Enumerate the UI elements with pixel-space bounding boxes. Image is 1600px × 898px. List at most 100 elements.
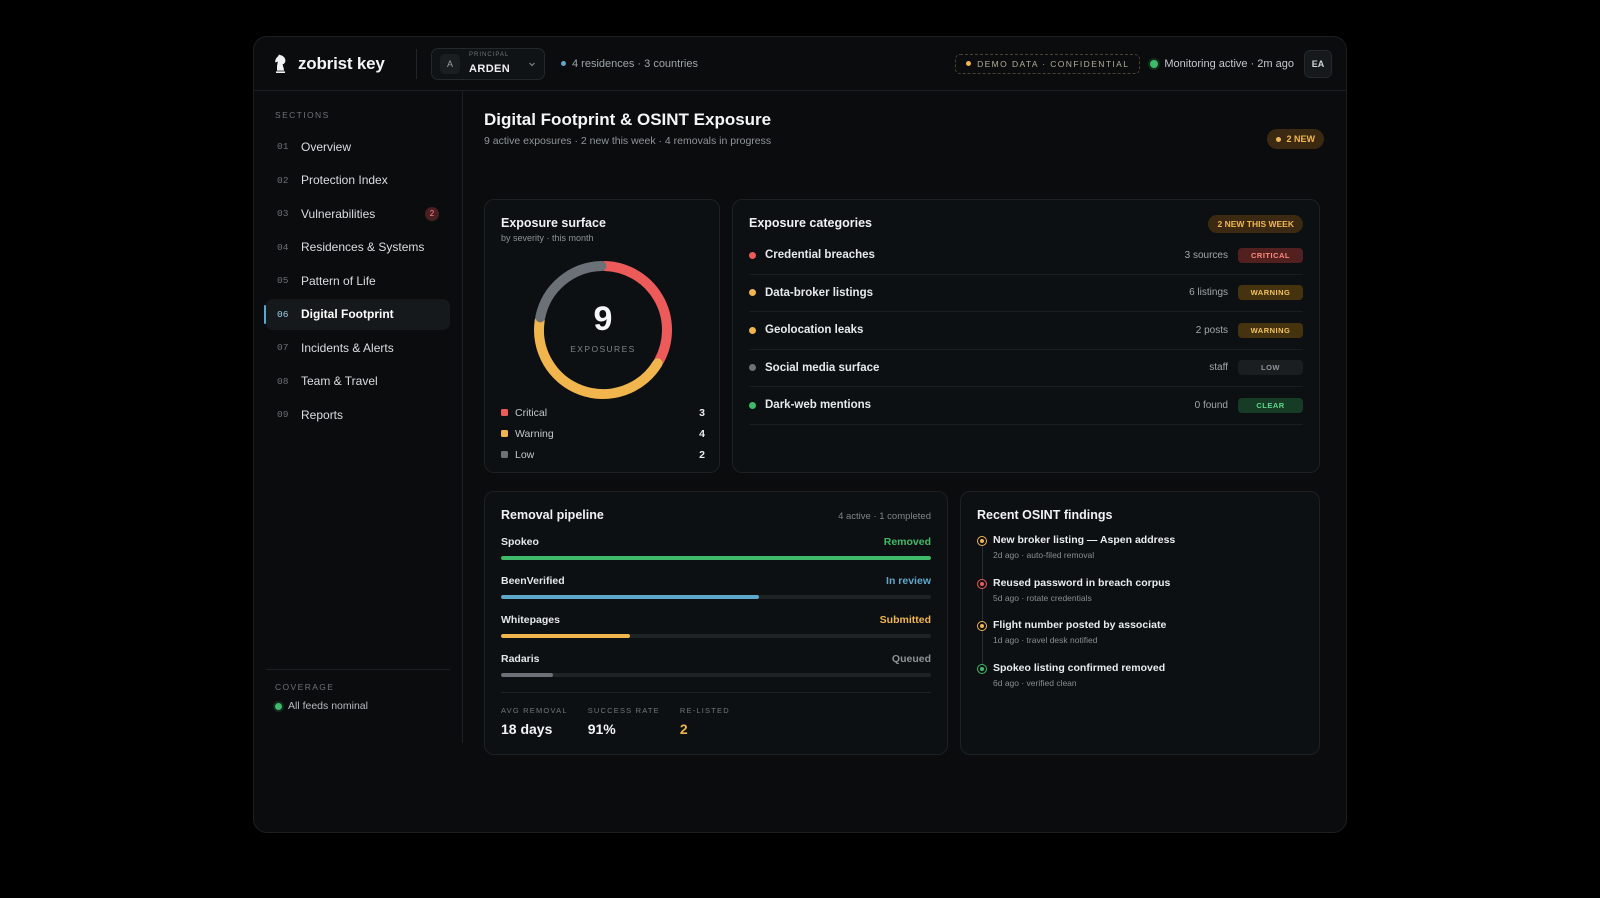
- removal-pipeline-meta: 4 active · 1 completed: [838, 511, 931, 522]
- pipeline-row-spokeo[interactable]: Spokeo Removed: [501, 536, 931, 575]
- sidebar-item-reports[interactable]: 09 Reports: [266, 399, 450, 430]
- progress-track: [501, 634, 931, 638]
- timeline-marker: [977, 578, 987, 589]
- pipeline-stats: AVG REMOVAL 18 days SUCCESS RATE 91% RE-…: [501, 706, 750, 737]
- main-content: Digital Footprint & OSINT Exposure 9 act…: [463, 91, 1346, 832]
- header-right: DEMO DATA · CONFIDENTIAL Monitoring acti…: [955, 49, 1332, 78]
- pipeline-row-head: Spokeo Removed: [501, 536, 931, 548]
- exposure-legend: Critical 3 Warning 4 Low 2: [501, 402, 705, 465]
- status-dot: [561, 61, 566, 66]
- legend-label: Critical: [515, 406, 548, 419]
- principal-text: PRINCIPAL ARDEN: [469, 52, 528, 76]
- legend-swatch: [501, 451, 508, 458]
- removal-status: Submitted: [879, 614, 931, 626]
- page-subtitle: 9 active exposures · 2 new this week · 4…: [484, 135, 772, 147]
- severity-dot: [749, 401, 756, 409]
- finding-item[interactable]: Flight number posted by associate 1d ago…: [977, 619, 1303, 662]
- sidebar-item-team-travel[interactable]: 08 Team & Travel: [266, 366, 450, 397]
- pipeline-row-whitepages[interactable]: Whitepages Submitted: [501, 614, 931, 653]
- exposure-donut-chart: [534, 261, 672, 399]
- sidebar-item-label: Pattern of Life: [301, 273, 376, 288]
- sidebar-item-pattern-of-life[interactable]: 05 Pattern of Life: [266, 265, 450, 296]
- principal-meta-text: 4 residences · 3 countries: [572, 57, 698, 70]
- findings-timeline: New broker listing — Aspen address 2d ag…: [977, 534, 1303, 704]
- exposure-surface-subtitle: by severity · this month: [501, 233, 594, 243]
- finding-item[interactable]: Reused password in breach corpus 5d ago …: [977, 577, 1303, 620]
- exposure-total: 9: [593, 300, 613, 338]
- broker-name: Whitepages: [501, 614, 560, 626]
- progress-fill: [501, 595, 759, 599]
- pipeline-row-radaris[interactable]: Radaris Queued: [501, 653, 931, 692]
- chess-knight-icon: [275, 53, 286, 73]
- legend-value: 2: [699, 448, 705, 461]
- sidebar-item-digital-footprint[interactable]: 06 Digital Footprint: [264, 298, 450, 330]
- broker-name: BeenVerified: [501, 575, 565, 587]
- status-badge: LOW: [1238, 360, 1303, 376]
- coverage-label: COVERAGE: [275, 682, 335, 692]
- stat-value: 2: [679, 721, 688, 737]
- broker-name: Spokeo: [501, 536, 539, 548]
- coverage-status: All feeds nominal: [275, 700, 441, 712]
- brand-name: zobrist key: [298, 53, 385, 73]
- sidebar-item-overview[interactable]: 01 Overview: [266, 131, 450, 162]
- category-meta: 6 listings: [1189, 287, 1228, 299]
- demo-badge: DEMO DATA · CONFIDENTIAL: [955, 53, 1141, 74]
- app-window: zobrist key A PRINCIPAL ARDEN 4 residenc…: [253, 36, 1347, 833]
- finding-item[interactable]: New broker listing — Aspen address 2d ag…: [977, 534, 1303, 577]
- principal-selector[interactable]: A PRINCIPAL ARDEN: [431, 47, 545, 80]
- exposure-categories-title: Exposure categories: [749, 216, 872, 230]
- finding-meta: 6d ago · verified clean: [993, 677, 1077, 688]
- sidebar-item-incidents-alerts[interactable]: 07 Incidents & Alerts: [266, 332, 450, 363]
- sidebar-item-number: 08: [277, 375, 289, 387]
- status-badge: WARNING: [1238, 322, 1303, 338]
- finding-title: Spokeo listing confirmed removed: [993, 661, 1166, 674]
- monitoring-status: Monitoring active · 2m ago: [1150, 58, 1294, 70]
- category-row-dark-web-mentions[interactable]: Dark-web mentions 0 found CLEAR: [749, 387, 1303, 425]
- category-list: Credential breaches 3 sources CRITICAL D…: [749, 237, 1303, 425]
- timeline-line: [981, 542, 983, 672]
- new-badge: 2 NEW: [1267, 129, 1324, 149]
- stat-re-listed: RE-LISTED 2: [680, 706, 730, 737]
- category-row-geolocation-leaks[interactable]: Geolocation leaks 2 posts WARNING: [749, 312, 1303, 350]
- exposure-surface-card: Exposure surface by severity · this mont…: [484, 199, 720, 473]
- demo-badge-text: DEMO DATA · CONFIDENTIAL: [977, 58, 1130, 69]
- new-this-week-badge: 2 NEW THIS WEEK: [1208, 215, 1303, 233]
- sidebar: SECTIONS 01 Overview 02 Protection Index…: [254, 91, 463, 743]
- category-row-social-media-surface[interactable]: Social media surface staff LOW: [749, 350, 1303, 387]
- brand[interactable]: zobrist key: [272, 54, 410, 74]
- severity-dot: [749, 364, 756, 372]
- coverage-dot: [275, 702, 282, 710]
- stat-label: SUCCESS RATE: [587, 706, 660, 715]
- legend-value: 4: [699, 427, 705, 440]
- osint-findings-card: Recent OSINT findings New broker listing…: [960, 491, 1320, 755]
- monitoring-text: Monitoring active · 2m ago: [1164, 57, 1294, 70]
- category-name: Data-broker listings: [765, 286, 873, 299]
- exposure-surface-title: Exposure surface: [501, 216, 606, 230]
- legend-critical: Critical 3: [501, 402, 705, 423]
- sidebar-item-protection-index[interactable]: 02 Protection Index: [266, 165, 450, 196]
- category-meta: 3 sources: [1184, 249, 1228, 261]
- sidebar-item-label: Vulnerabilities: [301, 206, 376, 221]
- exposure-total-label: EXPOSURES: [570, 344, 636, 354]
- sidebar-item-label: Overview: [301, 139, 352, 154]
- sidebar-item-residences-systems[interactable]: 04 Residences & Systems: [266, 232, 450, 263]
- user-avatar[interactable]: EA: [1304, 49, 1332, 78]
- finding-item[interactable]: Spokeo listing confirmed removed 6d ago …: [977, 662, 1303, 705]
- legend-warning: Warning 4: [501, 423, 705, 444]
- sidebar-item-label: Protection Index: [301, 173, 388, 187]
- sidebar-item-number: 05: [277, 275, 289, 286]
- pipeline-row-head: Whitepages Submitted: [501, 614, 931, 626]
- timeline-marker: [977, 621, 987, 631]
- sidebar-item-number: 06: [277, 308, 289, 320]
- category-name: Credential breaches: [765, 249, 875, 262]
- category-row-credential-breaches[interactable]: Credential breaches 3 sources CRITICAL: [749, 237, 1303, 275]
- pipeline-row-head: Radaris Queued: [501, 653, 931, 665]
- top-bar: zobrist key A PRINCIPAL ARDEN 4 residenc…: [254, 37, 1346, 91]
- category-row-data-broker-listings[interactable]: Data-broker listings 6 listings WARNING: [749, 275, 1303, 312]
- sidebar-item-vulnerabilities[interactable]: 03 Vulnerabilities 2: [266, 198, 450, 229]
- pipeline-row-beenverified[interactable]: BeenVerified In review: [501, 575, 931, 614]
- sidebar-nav: 01 Overview 02 Protection Index 03 Vulne…: [264, 131, 450, 433]
- finding-title: Reused password in breach corpus: [993, 576, 1171, 589]
- category-name: Dark-web mentions: [765, 399, 872, 412]
- category-meta: 2 posts: [1195, 324, 1228, 336]
